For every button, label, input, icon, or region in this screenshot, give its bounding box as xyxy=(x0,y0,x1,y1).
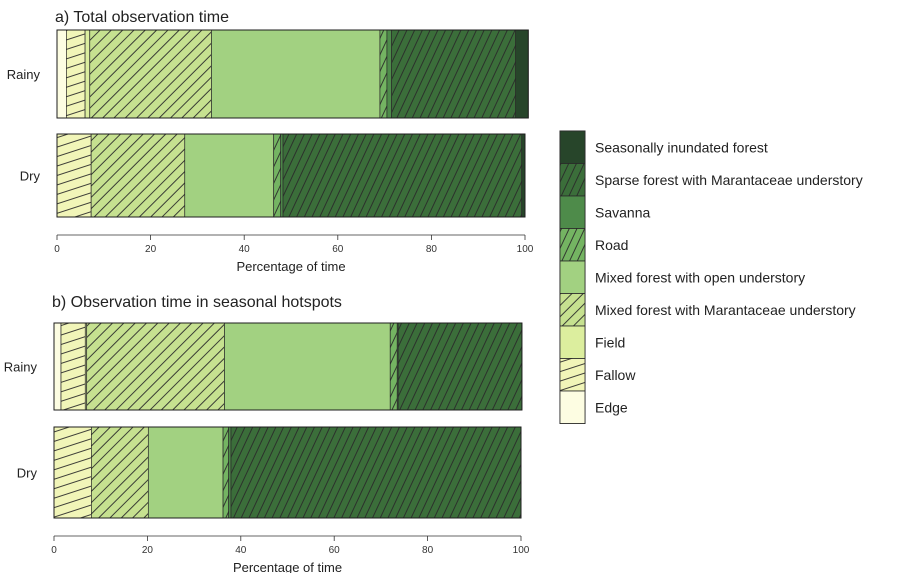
bar-segment-road xyxy=(389,322,398,411)
x-tick-label: 60 xyxy=(332,244,344,255)
legend-item-edge: Edge xyxy=(559,390,628,424)
bar-segment-road xyxy=(222,426,230,519)
x-tick-label: 80 xyxy=(422,545,434,556)
bar-segment-road xyxy=(379,29,388,119)
panel-2: b) Observation time in seasonal hotspots… xyxy=(4,294,530,573)
x-axis: 0 20 40 60 80 100 Percentage of time xyxy=(51,535,530,573)
legend-label: Fallow xyxy=(595,367,636,383)
legend-label: Edge xyxy=(595,399,628,415)
bar-segment-fallow xyxy=(60,322,86,411)
bar-segment-field xyxy=(84,29,91,119)
bar-row-rainy: Rainy xyxy=(7,29,529,119)
bar-segment-edge xyxy=(53,322,62,411)
bar-row-dry: Dry xyxy=(17,426,522,519)
bar-segment-fallow xyxy=(53,426,92,519)
legend-swatch xyxy=(559,293,586,327)
bar-segment-mixed-forest-with-open-understory xyxy=(224,322,391,411)
bar-segment-mixed-forest-with-open-understory xyxy=(211,29,381,119)
bar-outline xyxy=(56,133,526,218)
bar-segment-sparse-forest-with-marantaceae-understory xyxy=(397,322,523,411)
panel-1: a) Total observation time Rainy Dry 0 20 40 60… xyxy=(7,9,534,274)
legend-label: Road xyxy=(595,237,628,253)
x-tick-label: 100 xyxy=(517,244,534,255)
bar-segment-fallow xyxy=(66,29,86,119)
x-tick-label: 20 xyxy=(142,545,154,556)
bar-outline xyxy=(53,322,523,411)
x-tick-label: 40 xyxy=(235,545,247,556)
legend-label: Mixed forest with Marantaceae understory xyxy=(595,302,856,318)
bar-segment-road xyxy=(273,133,282,218)
legend: Seasonally inundated forest Sparse forest… xyxy=(559,130,863,424)
x-tick-label: 80 xyxy=(426,244,438,255)
legend-swatch xyxy=(559,358,586,392)
legend-item-road: Road xyxy=(559,228,628,262)
row-label: Rainy xyxy=(4,360,38,375)
row-label: Dry xyxy=(20,169,41,184)
legend-item-sparse-forest-with-marantaceae-understory: Sparse forest with Marantaceae understor… xyxy=(559,163,863,197)
x-tick-label: 100 xyxy=(513,545,530,556)
bar-segment-sparse-forest-with-marantaceae-understory xyxy=(282,133,523,218)
bar-segment-mixed-forest-with-marantaceae-understory xyxy=(90,133,186,218)
legend-swatch xyxy=(559,228,586,262)
legend-item-fallow: Fallow xyxy=(559,358,636,392)
bar-segment-mixed-forest-with-marantaceae-understory xyxy=(89,29,212,119)
bar-outline xyxy=(53,426,522,519)
legend-item-mixed-forest-with-open-understory: Mixed forest with open understory xyxy=(559,260,805,294)
row-label: Rainy xyxy=(7,67,41,82)
bar-segment-mixed-forest-with-open-understory xyxy=(184,133,275,218)
x-tick-label: 0 xyxy=(51,545,57,556)
legend-label: Savanna xyxy=(595,204,650,220)
legend-swatch xyxy=(559,130,586,164)
x-tick-label: 20 xyxy=(145,244,157,255)
bar-segment-sparse-forest-with-marantaceae-understory xyxy=(230,426,522,519)
chart-panels: a) Total observation time Rainy Dry 0 20 40 60… xyxy=(4,9,534,573)
x-tick-label: 40 xyxy=(239,244,251,255)
legend-swatch xyxy=(559,195,586,229)
panel-title: a) Total observation time xyxy=(55,9,229,26)
legend-label: Mixed forest with open understory xyxy=(595,269,805,285)
bar-segment-mixed-forest-with-marantaceae-understory xyxy=(91,426,149,519)
x-axis-label: Percentage of time xyxy=(233,560,342,573)
bar-segment-edge xyxy=(56,29,67,119)
bar-segment-savanna xyxy=(280,133,284,218)
x-axis-label: Percentage of time xyxy=(236,259,345,274)
bar-row-dry: Dry xyxy=(20,133,526,218)
legend-swatch xyxy=(559,390,586,424)
legend-item-seasonally-inundated-forest: Seasonally inundated forest xyxy=(559,130,768,164)
legend-label: Field xyxy=(595,334,625,350)
legend-swatch xyxy=(559,325,586,359)
x-axis: 0 20 40 60 80 100 Percentage of time xyxy=(54,234,534,274)
bar-segment-sparse-forest-with-marantaceae-understory xyxy=(391,29,516,119)
legend-item-field: Field xyxy=(559,325,625,359)
legend-swatch xyxy=(559,260,586,294)
panel-title: b) Observation time in seasonal hotspots xyxy=(52,294,342,311)
bar-segment-seasonally-inundated-forest xyxy=(515,29,529,119)
bar-row-rainy: Rainy xyxy=(4,322,523,411)
legend-item-savanna: Savanna xyxy=(559,195,650,229)
x-tick-label: 0 xyxy=(54,244,60,255)
x-tick-label: 60 xyxy=(329,545,341,556)
legend-label: Sparse forest with Marantaceae understor… xyxy=(595,172,863,188)
row-label: Dry xyxy=(17,466,38,481)
legend-label: Seasonally inundated forest xyxy=(595,139,768,155)
bar-segment-savanna xyxy=(386,29,392,119)
bar-outline xyxy=(56,29,529,119)
bar-segment-mixed-forest-with-marantaceae-understory xyxy=(86,322,225,411)
bar-segment-fallow xyxy=(56,133,92,218)
legend-swatch xyxy=(559,163,586,197)
bar-segment-savanna xyxy=(228,426,232,519)
legend-item-mixed-forest-with-marantaceae-understory: Mixed forest with Marantaceae understory xyxy=(559,293,856,327)
bar-segment-mixed-forest-with-open-understory xyxy=(147,426,224,519)
